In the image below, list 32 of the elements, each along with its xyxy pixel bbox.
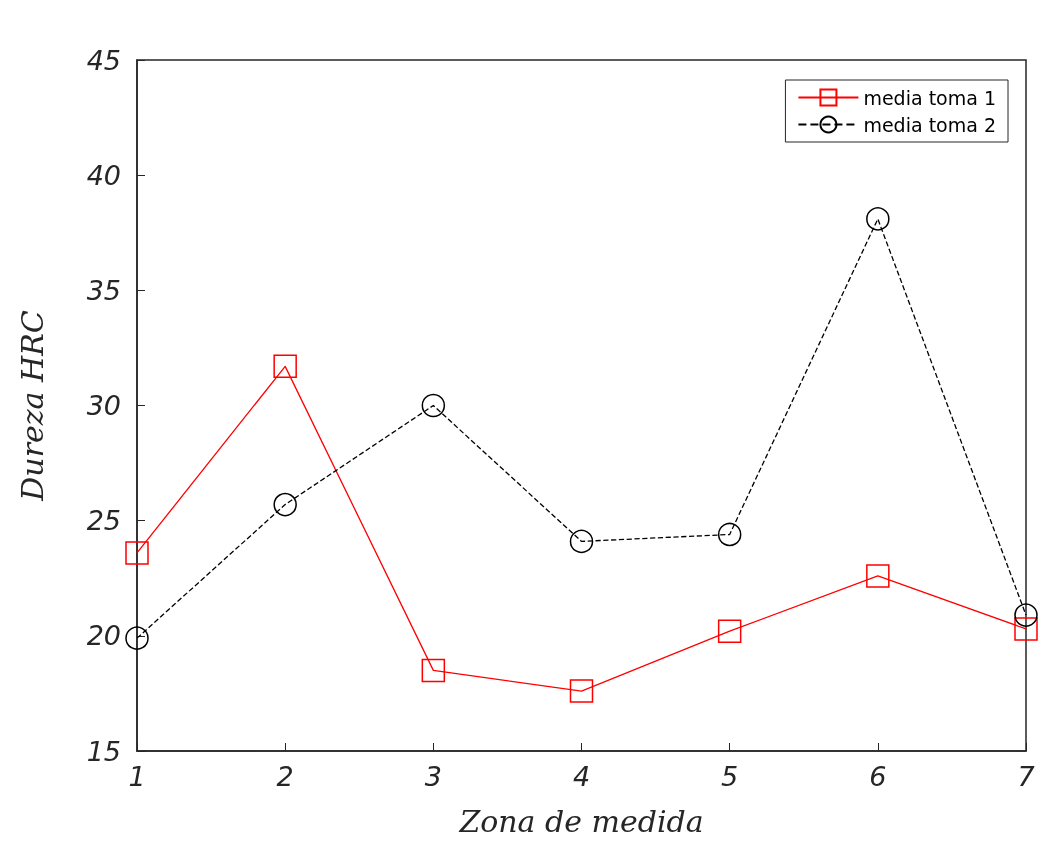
point	[421, 658, 446, 683]
y-tick-label: 45	[86, 44, 121, 76]
y-tick-label: 15	[86, 735, 121, 767]
point	[866, 564, 890, 588]
x-tick-label: 5	[721, 761, 739, 792]
y-tick-label: 40	[86, 159, 121, 191]
x-tick-label: 7	[1017, 761, 1035, 792]
point	[125, 541, 149, 565]
point	[273, 492, 297, 517]
point	[1014, 603, 1038, 627]
point	[1014, 617, 1038, 641]
point	[125, 626, 149, 650]
x-tick-label: 1	[128, 761, 146, 792]
y-tick-label: 25	[86, 505, 121, 537]
x-tick-label: 2	[276, 761, 294, 792]
x-tick-label: 6	[869, 761, 887, 792]
x-tick-label: 4	[572, 761, 591, 792]
point	[866, 207, 890, 231]
point	[569, 529, 594, 554]
legend-label: media toma 1	[863, 86, 996, 109]
point	[569, 679, 594, 703]
point	[717, 522, 742, 547]
y-tick-label: 30	[86, 390, 121, 421]
y-tick-label: 35	[86, 274, 121, 306]
point	[717, 619, 742, 643]
point	[273, 354, 297, 379]
x-tick-label: 3	[424, 761, 442, 792]
legend-label: media toma 2	[863, 113, 996, 136]
y-tick-label: 20	[86, 620, 121, 652]
point	[421, 393, 446, 418]
y-axis-title: Dureza HRC	[14, 310, 50, 502]
x-axis-title: Zona de medida	[458, 803, 704, 839]
